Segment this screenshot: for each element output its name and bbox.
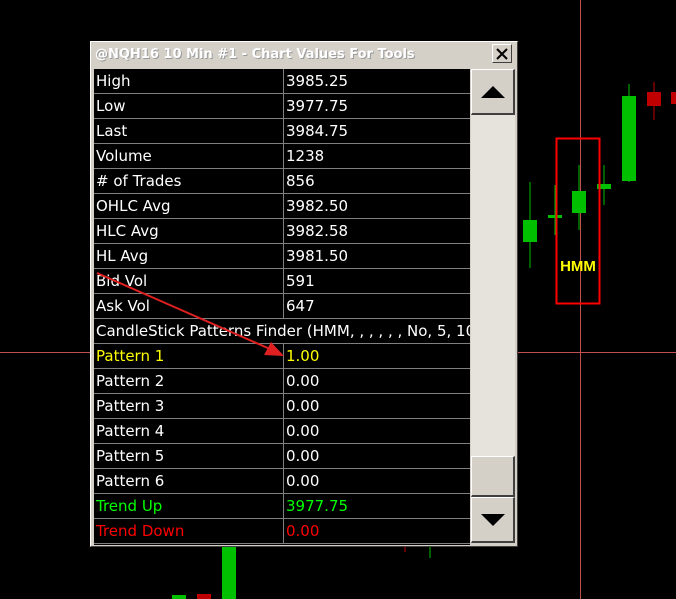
values-table: High 3985.25 Low 3977.75 Last 3984.75 Volume 12… [94, 69, 470, 545]
scroll-up-button[interactable] [471, 69, 515, 115]
study-header-label: CandleStick Patterns Finder (HMM, , , , … [94, 319, 470, 344]
row-label: Pattern 4 [94, 419, 284, 444]
table-row: Ask Vol 647 [94, 294, 470, 319]
row-label: Pattern 3 [94, 394, 284, 419]
row-label: OHLC Avg [94, 194, 284, 219]
row-label: Pattern 5 [94, 444, 284, 469]
pattern-highlight-box [555, 137, 601, 305]
table-row: High 3985.25 [94, 69, 470, 94]
table-row: Low 3977.75 [94, 94, 470, 119]
table-row: Pattern 2 0.00 [94, 369, 470, 394]
table-row: Pattern 5 0.00 [94, 444, 470, 469]
vertical-scrollbar[interactable] [471, 69, 515, 545]
candle [523, 182, 537, 268]
candle [197, 594, 211, 599]
row-value: 3984.75 [284, 119, 470, 144]
close-icon [496, 47, 508, 60]
table-row: Pattern 6 0.00 [94, 469, 470, 494]
row-value: 0.00 [284, 519, 470, 544]
table-row: Pattern 4 0.00 [94, 419, 470, 444]
row-label: Pattern 1 [94, 344, 284, 369]
table-row: Trend Up 3977.75 [94, 494, 470, 519]
candle [172, 595, 186, 599]
row-value: 0.00 [284, 394, 470, 419]
table-row: Pattern 1 1.00 [94, 344, 470, 369]
chart-values-window[interactable]: @NQH16 10 Min #1 - Chart Values For Tool… [90, 41, 518, 547]
candle [548, 185, 562, 235]
row-label: Trend Up [94, 494, 284, 519]
candle [622, 84, 636, 182]
row-label: Pattern 6 [94, 469, 284, 494]
row-label: Pattern 2 [94, 369, 284, 394]
study-header-row: CandleStick Patterns Finder (HMM, , , , … [94, 319, 470, 344]
table-row: HLC Avg 3982.58 [94, 219, 470, 244]
table-row: OHLC Avg 3982.50 [94, 194, 470, 219]
row-value: 3982.50 [284, 194, 470, 219]
table-row: HL Avg 3981.50 [94, 244, 470, 269]
table-row: Pattern 3 0.00 [94, 394, 470, 419]
table-row: Volume 1238 [94, 144, 470, 169]
candle [597, 165, 611, 205]
window-title: @NQH16 10 Min #1 - Chart Values For Tool… [95, 47, 415, 62]
row-value: 0.00 [284, 469, 470, 494]
row-label: Last [94, 119, 284, 144]
table-row: Trend Down 0.00 [94, 519, 470, 544]
scrollbar-thumb[interactable] [471, 456, 515, 497]
row-label: HL Avg [94, 244, 284, 269]
row-value: 856 [284, 169, 470, 194]
row-label: Ask Vol [94, 294, 284, 319]
row-value: 591 [284, 269, 470, 294]
candle [572, 165, 586, 230]
row-label: Low [94, 94, 284, 119]
window-titlebar[interactable]: @NQH16 10 Min #1 - Chart Values For Tool… [93, 44, 515, 66]
candle [404, 547, 431, 558]
row-value: 3981.50 [284, 244, 470, 269]
pattern-label: HMM [560, 258, 596, 275]
row-value: 0.00 [284, 369, 470, 394]
row-label: HLC Avg [94, 219, 284, 244]
row-value: 3977.75 [284, 94, 470, 119]
scrollbar-track[interactable] [471, 115, 515, 497]
table-row: Last 3984.75 [94, 119, 470, 144]
row-label: High [94, 69, 284, 94]
scroll-down-button[interactable] [471, 497, 515, 543]
row-value: 3982.58 [284, 219, 470, 244]
row-label: # of Trades [94, 169, 284, 194]
up-arrow-icon [480, 85, 505, 98]
row-value: 647 [284, 294, 470, 319]
table-row: Bid Vol 591 [94, 269, 470, 294]
close-button[interactable] [492, 44, 512, 63]
row-label: Trend Down [94, 519, 284, 544]
row-value: 3977.75 [284, 494, 470, 519]
candle [222, 544, 236, 599]
row-value: 1.00 [284, 344, 470, 369]
table-row: # of Trades 856 [94, 169, 470, 194]
candle [647, 82, 661, 120]
row-value: 0.00 [284, 444, 470, 469]
down-arrow-icon [480, 513, 505, 526]
candle [671, 92, 676, 104]
row-label: Bid Vol [94, 269, 284, 294]
row-value: 1238 [284, 144, 470, 169]
row-label: Volume [94, 144, 284, 169]
row-value: 0.00 [284, 419, 470, 444]
row-value: 3985.25 [284, 69, 470, 94]
